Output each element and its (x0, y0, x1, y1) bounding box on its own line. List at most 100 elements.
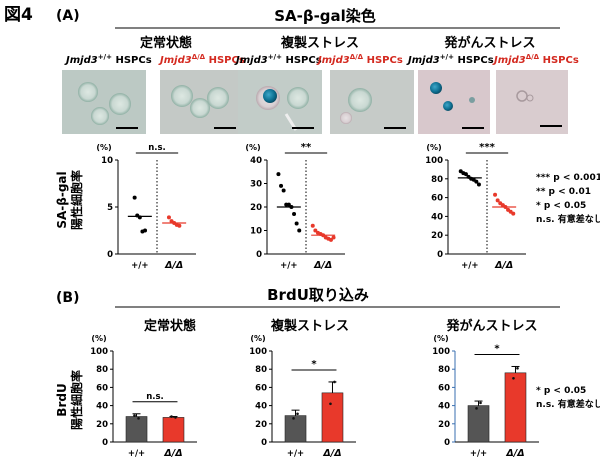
svg-text:Jmjd3+/+ HSPCs: Jmjd3+/+ HSPCs (406, 53, 494, 66)
x-tick-label-ko: Δ/Δ (505, 448, 524, 459)
y-unit-label: (%) (250, 334, 265, 343)
x-tick-label-wt: +/+ (461, 261, 478, 271)
bar-wt (125, 416, 148, 443)
x-tick-label-wt: +/+ (280, 261, 297, 271)
panel-a-title: SA-β-gal染色 (274, 7, 376, 25)
y-tick-label: 80 (96, 365, 108, 375)
significance-label: * (311, 359, 317, 370)
y-tick-label: 20 (96, 420, 108, 430)
y-tick-label: 0 (437, 250, 443, 260)
y-tick-label: 40 (431, 212, 443, 222)
micrograph-wt-oncogenic (418, 70, 490, 134)
data-point-wt (476, 182, 481, 187)
data-point-wt (474, 179, 479, 184)
chart-2: (%) 0 10 20 30 40 +/+ Δ/Δ ** (245, 142, 345, 271)
genotype-labels: Jmjd3+/+ HSPCs Jmjd3Δ/Δ HSPCs Jmjd3+/+ H… (64, 53, 579, 66)
y-tick-label: 60 (438, 383, 450, 393)
y-tick-label: 20 (438, 420, 450, 430)
bar-ko (504, 372, 527, 443)
panel-a-condition-1: 定常状態 (139, 35, 192, 51)
panel-a-ylabel: SA-β-gal 陽性細胞率 (55, 170, 84, 230)
chart-5: (%) 0 20 40 60 80 100 +/+ Δ/Δ * (249, 334, 356, 459)
y-tick-label: 40 (250, 156, 262, 166)
y-tick-label: 30 (250, 180, 262, 190)
y-tick-label: 20 (255, 420, 267, 430)
chart-4: (%) 0 20 40 60 80 100 +/+ Δ/Δ n.s. (90, 334, 197, 459)
y-tick-label: 40 (96, 402, 108, 412)
data-point-wt (292, 212, 297, 217)
replicate-point (512, 377, 515, 380)
genotype-label-ko-3: Jmjd3Δ/Δ HSPCs (492, 53, 579, 66)
x-tick-label-ko: Δ/Δ (164, 260, 183, 271)
bar-wt (467, 405, 490, 443)
genotype-label-ko-1: Jmjd3Δ/Δ HSPCs (158, 53, 245, 66)
bar-wt (284, 415, 307, 443)
micrograph-wt-replicative (238, 70, 322, 134)
replicate-point (133, 414, 136, 417)
genotype-label-wt-3: Jmjd3+/+ HSPCs (406, 53, 494, 66)
svg-text:SA-β-gal: SA-β-gal (55, 171, 69, 228)
y-unit-label: (%) (433, 334, 448, 343)
y-tick-label: 100 (249, 347, 267, 357)
y-tick-label: 80 (255, 365, 267, 375)
panel-b-condition-3: 発がんストレス (445, 318, 537, 334)
y-tick-label: 20 (431, 231, 443, 241)
svg-text:Jmjd3Δ/Δ HSPCs: Jmjd3Δ/Δ HSPCs (158, 53, 245, 66)
y-tick-label: 100 (432, 347, 450, 357)
y-unit-label: (%) (91, 334, 106, 343)
svg-text:陽性細胞率: 陽性細胞率 (69, 170, 84, 230)
panel-b-condition-1: 定常状態 (143, 318, 196, 334)
replicate-point (475, 407, 478, 410)
replicate-point (479, 401, 482, 405)
significance-label: ** (301, 142, 312, 153)
legend-panel-b: * p < 0.05 n.s. 有意差なし (536, 386, 600, 410)
data-point-wt (281, 188, 286, 193)
data-point-wt (294, 221, 299, 226)
data-point-ko (493, 192, 498, 197)
data-point-ko (177, 223, 182, 228)
bar-ko (162, 417, 185, 443)
replicate-point (292, 417, 295, 420)
svg-text:Jmjd3Δ/Δ HSPCs: Jmjd3Δ/Δ HSPCs (316, 53, 403, 66)
y-tick-label: 80 (431, 175, 443, 185)
y-unit-label: (%) (245, 143, 260, 152)
y-unit-label: (%) (426, 143, 441, 152)
figure-label: 図4 (4, 5, 33, 25)
replicate-point (329, 402, 332, 406)
chart-1: (%) 0 5 10 +/+ Δ/Δ n.s. (96, 143, 196, 271)
x-tick-label-ko: Δ/Δ (163, 448, 182, 459)
data-point-wt (279, 183, 284, 188)
replicate-point (137, 417, 140, 420)
bar-ko (321, 392, 344, 443)
data-point-ko (313, 228, 318, 233)
genotype-label-wt-1: Jmjd3+/+ HSPCs (64, 53, 152, 66)
panel-b-condition-2: 複製ストレス (270, 318, 349, 334)
panel-a-condition-2: 複製ストレス (280, 35, 359, 51)
data-point-wt (286, 202, 291, 207)
genotype-label-ko-2: Jmjd3Δ/Δ HSPCs (316, 53, 403, 66)
svg-text:* p < 0.05: * p < 0.05 (536, 386, 586, 396)
x-tick-label-wt: +/+ (128, 449, 145, 459)
y-tick-label: 60 (96, 383, 108, 393)
y-tick-label: 10 (101, 156, 113, 166)
x-tick-label-wt: +/+ (287, 449, 304, 459)
data-point-wt (276, 172, 281, 177)
y-tick-label: 0 (107, 250, 113, 260)
svg-text:n.s. 有意差なし: n.s. 有意差なし (536, 398, 600, 410)
x-tick-label-ko: Δ/Δ (322, 448, 341, 459)
significance-label: * (494, 343, 500, 354)
data-point-ko (331, 235, 336, 240)
svg-text:* p < 0.05: * p < 0.05 (536, 201, 586, 211)
data-point-ko (511, 211, 516, 216)
significance-label: n.s. (146, 392, 164, 402)
chart-6: (%) 0 20 40 60 80 100 +/+ Δ/Δ * (432, 334, 539, 459)
panel-a-letter: (A) (56, 8, 80, 24)
svg-text:** p < 0.01: ** p < 0.01 (536, 187, 591, 197)
y-tick-label: 60 (431, 194, 443, 204)
x-tick-label-ko: Δ/Δ (494, 260, 513, 271)
y-tick-label: 0 (444, 438, 450, 448)
micrograph-ko-steady (160, 70, 244, 134)
data-point-ko (328, 237, 333, 242)
significance-label: *** (479, 142, 495, 153)
replicate-point (333, 380, 336, 384)
